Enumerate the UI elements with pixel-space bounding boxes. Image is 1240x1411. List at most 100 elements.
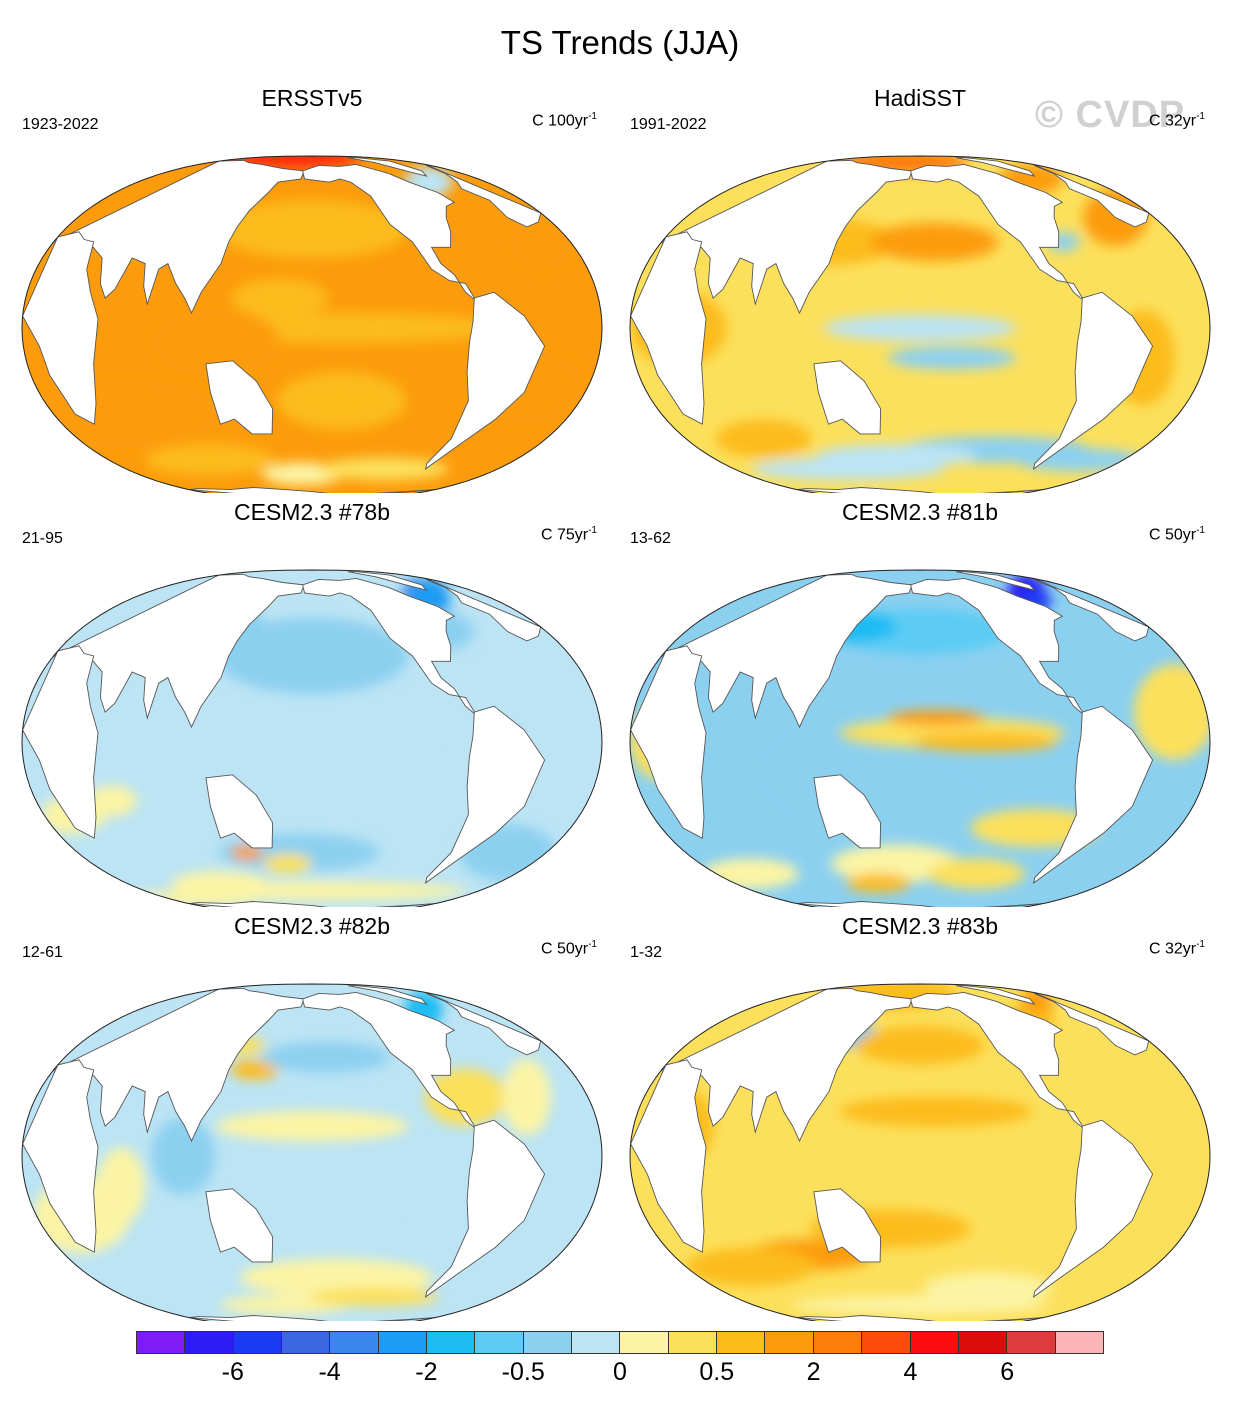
trend-anomaly bbox=[751, 457, 945, 481]
trend-anomaly bbox=[887, 346, 1017, 370]
world-map bbox=[21, 983, 603, 1321]
land-antarctica bbox=[797, 901, 1043, 907]
trend-anomaly bbox=[277, 372, 407, 430]
panel-units: C 50yr-1 bbox=[1148, 525, 1205, 544]
land-australia bbox=[205, 360, 274, 435]
world-map bbox=[21, 155, 603, 493]
colorbar-swatch bbox=[862, 1332, 911, 1353]
colorbar-swatch bbox=[137, 1332, 186, 1353]
panel-title: CESM2.3 #81b bbox=[842, 499, 998, 525]
land-greenland bbox=[955, 571, 1036, 591]
land-europe bbox=[1033, 577, 1150, 642]
colorbar-swatch bbox=[572, 1332, 621, 1353]
colorbar bbox=[136, 1331, 1104, 1354]
world-map bbox=[629, 569, 1211, 907]
panel-units: C 32yr-1 bbox=[1148, 111, 1205, 130]
land-australia bbox=[813, 774, 882, 849]
trend-anomaly bbox=[309, 1287, 439, 1307]
map-panel-ersst: ERSSTv5 1923-2022 C 100yr-1 bbox=[12, 83, 612, 493]
map-outline bbox=[21, 983, 603, 1321]
land-n_america bbox=[302, 577, 477, 716]
trend-anomaly bbox=[870, 222, 999, 262]
land-africa bbox=[630, 645, 707, 839]
land-antarctica bbox=[189, 1315, 435, 1321]
land-s_america bbox=[424, 705, 546, 884]
trend-anomaly bbox=[215, 1110, 409, 1142]
land-australia bbox=[205, 774, 274, 849]
land-greenland bbox=[347, 157, 428, 177]
map-outline bbox=[21, 569, 603, 907]
colorbar-tick-label: 2 bbox=[806, 1358, 821, 1386]
trend-anomaly bbox=[855, 1026, 985, 1065]
colorbar-tick-label: -2 bbox=[415, 1358, 438, 1386]
trend-anomaly bbox=[791, 1295, 1049, 1315]
map-outline bbox=[629, 569, 1211, 907]
land-australia bbox=[205, 1188, 274, 1263]
land-s_america bbox=[1032, 291, 1154, 470]
world-map bbox=[629, 983, 1211, 1321]
panel-units: C 50yr-1 bbox=[540, 939, 597, 958]
trend-anomaly bbox=[839, 1155, 1065, 1187]
colorbar-tick-label: -4 bbox=[318, 1358, 341, 1386]
colorbar-swatch bbox=[910, 1332, 959, 1353]
trend-anomaly bbox=[88, 785, 137, 817]
map-panel-m83: CESM2.3 #83b 1-32 C 32yr-1 bbox=[620, 911, 1220, 1321]
colorbar-swatch bbox=[813, 1332, 863, 1353]
land-greenland bbox=[347, 571, 428, 591]
colorbar-swatch bbox=[958, 1332, 1008, 1353]
colorbar-swatch bbox=[1007, 1332, 1056, 1353]
trend-anomaly bbox=[215, 200, 409, 258]
trend-anomaly bbox=[96, 1147, 146, 1225]
colorbar-swatch bbox=[378, 1332, 428, 1353]
land-greenland bbox=[347, 985, 428, 1005]
land-n_america bbox=[910, 163, 1085, 302]
trend-anomaly bbox=[846, 873, 911, 893]
colorbar-swatch bbox=[233, 1332, 283, 1353]
land-n_america bbox=[302, 991, 477, 1130]
map-panel-m81: CESM2.3 #81b 13-62 C 50yr-1 bbox=[620, 497, 1220, 907]
panel-units: C 100yr-1 bbox=[532, 111, 597, 130]
land-s_america bbox=[1032, 705, 1154, 884]
colorbar-swatch bbox=[185, 1332, 234, 1353]
panel-period: 1-32 bbox=[630, 944, 663, 961]
trend-anomaly bbox=[204, 156, 367, 163]
trend-anomaly bbox=[928, 858, 1025, 890]
trend-anomaly bbox=[263, 854, 312, 874]
map-outline bbox=[629, 155, 1211, 493]
colorbar-swatch bbox=[620, 1332, 669, 1353]
panel-period: 12-61 bbox=[22, 944, 63, 961]
land-n_america bbox=[910, 991, 1085, 1130]
colorbar-swatch bbox=[427, 1332, 476, 1353]
map-panel-m82: CESM2.3 #82b 12-61 C 50yr-1 bbox=[12, 911, 612, 1321]
trend-anomaly bbox=[823, 314, 1017, 342]
land-europe bbox=[1033, 163, 1150, 228]
colorbar-swatch bbox=[282, 1332, 331, 1353]
land-antarctica bbox=[189, 901, 435, 907]
trend-anomaly bbox=[715, 419, 813, 458]
land-greenland bbox=[955, 157, 1036, 177]
panel-title: ERSSTv5 bbox=[261, 85, 363, 111]
land-europe bbox=[1033, 991, 1150, 1056]
map-outline bbox=[629, 983, 1211, 1321]
figure-title: TS Trends (JJA) bbox=[500, 24, 740, 61]
land-n_america bbox=[302, 163, 477, 302]
land-australia bbox=[813, 360, 882, 435]
land-greenland bbox=[955, 985, 1036, 1005]
trend-anomaly bbox=[923, 1272, 1053, 1304]
panel-title: CESM2.3 #78b bbox=[234, 499, 390, 525]
world-map bbox=[629, 155, 1211, 493]
trend-anomaly bbox=[319, 457, 449, 481]
colorbar-tick-label: 0.5 bbox=[699, 1358, 735, 1386]
trend-anomaly bbox=[145, 444, 275, 476]
panel-title: CESM2.3 #83b bbox=[842, 913, 998, 939]
panel-title: HadiSST bbox=[873, 85, 967, 111]
colorbar-tick-label: 0 bbox=[613, 1358, 627, 1386]
map-outline bbox=[21, 155, 603, 493]
trend-anomaly bbox=[831, 844, 960, 883]
trend-anomaly bbox=[1134, 664, 1210, 760]
trend-anomaly bbox=[502, 1059, 551, 1136]
trend-anomaly bbox=[231, 279, 329, 318]
colorbar-tick-label: -6 bbox=[221, 1358, 244, 1386]
watermark: © CVDP bbox=[1035, 94, 1186, 136]
trend-anomaly bbox=[839, 1096, 1033, 1127]
